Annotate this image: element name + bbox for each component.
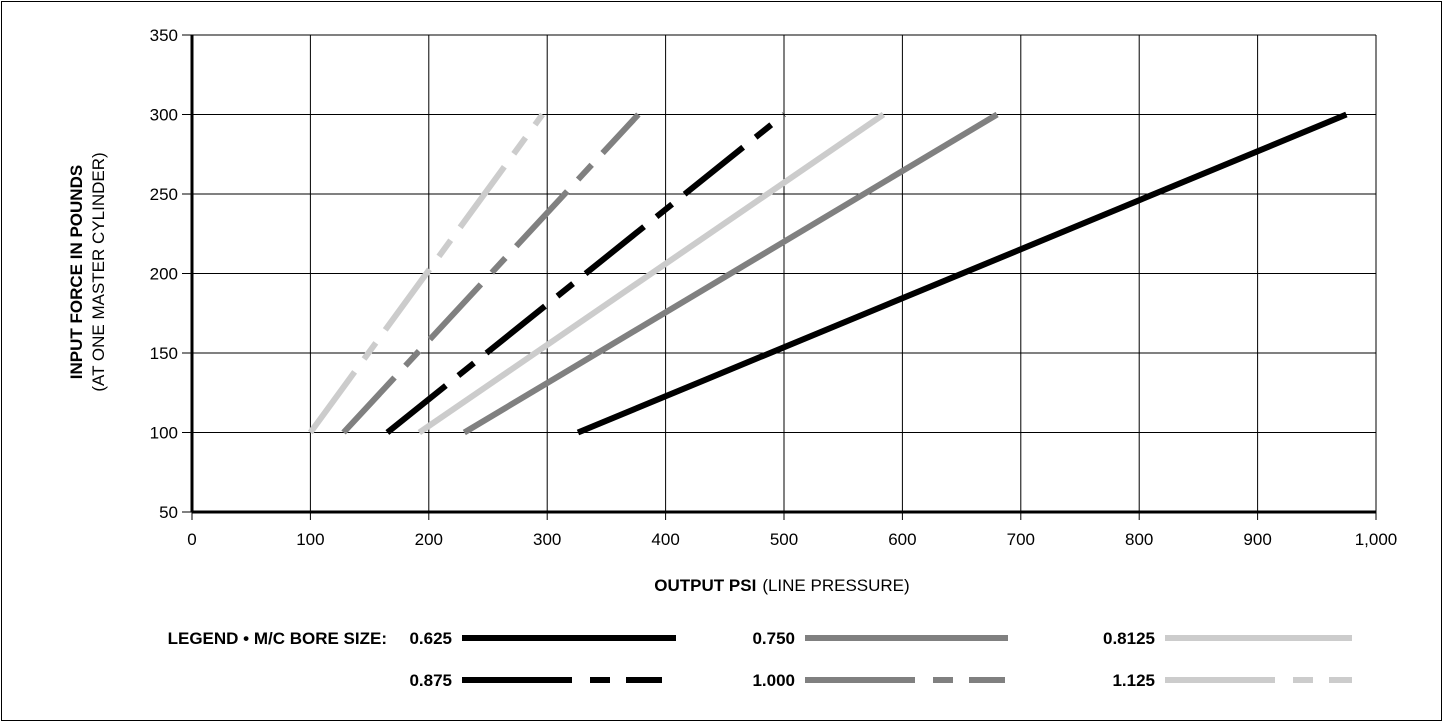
x-tick-label: 300 (533, 530, 561, 549)
legend-label-1_000: 1.000 (752, 671, 795, 690)
grid (192, 34, 1377, 512)
legend-label-0_8125: 0.8125 (1103, 629, 1155, 648)
series-line-1_000 (341, 112, 641, 435)
x-axis-title-bold: OUTPUT PSI (654, 576, 756, 595)
legend-label-0_875: 0.875 (409, 671, 452, 690)
x-tick-label: 1,000 (1355, 530, 1398, 549)
y-axis-title-line1: INPUT FORCE IN POUNDS (67, 165, 86, 379)
y-tick-label: 300 (150, 106, 178, 125)
x-tick-label: 200 (415, 530, 443, 549)
x-tick-label: 700 (1007, 530, 1035, 549)
y-tick-label: 100 (150, 424, 178, 443)
y-tick-label: 350 (150, 26, 178, 45)
series-line-0_8125 (417, 112, 886, 435)
legend-label-0_625: 0.625 (409, 629, 452, 648)
x-axis-title: OUTPUT PSI (LINE PRESSURE) (654, 576, 909, 595)
y-tick-label: 150 (150, 344, 178, 363)
y-tick-label: 200 (150, 265, 178, 284)
x-tick-label: 400 (651, 530, 679, 549)
series-lines (307, 111, 1348, 436)
series-line-0_875 (385, 112, 786, 435)
y-axis-title: INPUT FORCE IN POUNDS (AT ONE MASTER CYL… (67, 152, 108, 391)
y-tick-label: 50 (159, 503, 178, 522)
x-tick-label: 100 (296, 530, 324, 549)
legend-label-0_750: 0.750 (752, 629, 795, 648)
tick-labels: 0 100 200 300 400 500 600 700 800 900 1,000 50 100 15… (150, 26, 1398, 549)
y-axis-title-line2: (AT ONE MASTER CYLINDER) (89, 152, 108, 391)
legend-title: LEGEND • M/C BORE SIZE: (168, 629, 387, 648)
series-line-0_625 (576, 111, 1348, 436)
x-tick-label: 900 (1243, 530, 1271, 549)
series-line-1_125 (307, 112, 545, 435)
series-line-0_750 (462, 111, 999, 436)
x-tick-label: 500 (770, 530, 798, 549)
x-tick-label: 0 (187, 530, 196, 549)
y-tick-label: 250 (150, 185, 178, 204)
x-axis-title-normal: (LINE PRESSURE) (762, 576, 909, 595)
legend: LEGEND • M/C BORE SIZE: 0.625 0.750 0.8125… (168, 629, 1352, 690)
x-tick-label: 600 (888, 530, 916, 549)
legend-label-1_125: 1.125 (1112, 671, 1155, 690)
x-tick-label: 800 (1125, 530, 1153, 549)
